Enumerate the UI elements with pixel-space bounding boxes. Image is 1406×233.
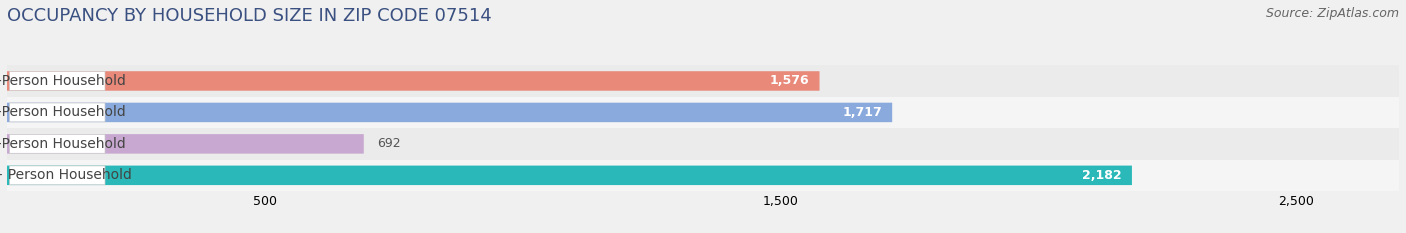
FancyBboxPatch shape <box>7 97 1399 128</box>
FancyBboxPatch shape <box>7 160 1399 191</box>
FancyBboxPatch shape <box>7 103 893 122</box>
Text: 1-Person Household: 1-Person Household <box>0 74 127 88</box>
Text: 1,717: 1,717 <box>842 106 882 119</box>
FancyBboxPatch shape <box>7 65 1399 97</box>
FancyBboxPatch shape <box>10 134 105 153</box>
FancyBboxPatch shape <box>10 166 105 185</box>
Text: OCCUPANCY BY HOUSEHOLD SIZE IN ZIP CODE 07514: OCCUPANCY BY HOUSEHOLD SIZE IN ZIP CODE … <box>7 7 492 25</box>
Text: 2-Person Household: 2-Person Household <box>0 105 127 120</box>
Text: 3-Person Household: 3-Person Household <box>0 137 127 151</box>
FancyBboxPatch shape <box>7 128 1399 160</box>
FancyBboxPatch shape <box>7 166 1132 185</box>
Text: Source: ZipAtlas.com: Source: ZipAtlas.com <box>1265 7 1399 20</box>
Text: 4+ Person Household: 4+ Person Household <box>0 168 132 182</box>
Text: 692: 692 <box>377 137 401 150</box>
Text: 1,576: 1,576 <box>769 75 810 87</box>
FancyBboxPatch shape <box>10 103 105 122</box>
Text: 2,182: 2,182 <box>1083 169 1122 182</box>
FancyBboxPatch shape <box>7 134 364 154</box>
FancyBboxPatch shape <box>10 72 105 90</box>
FancyBboxPatch shape <box>7 71 820 91</box>
